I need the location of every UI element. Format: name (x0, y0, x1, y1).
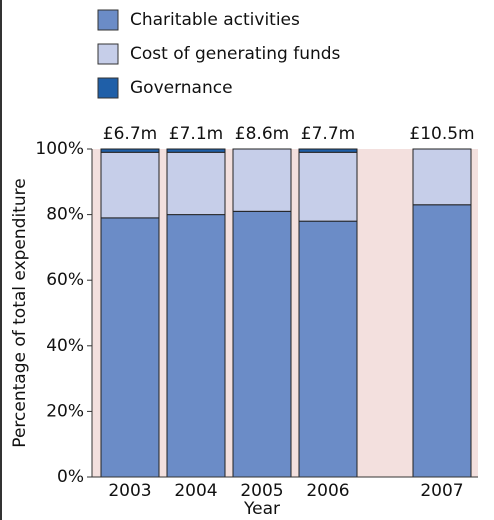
legend-label: Governance (130, 78, 233, 98)
y-tick-label: 80% (46, 205, 84, 225)
bar-segment (166, 214, 226, 478)
bar-annotation: £7.7m (301, 124, 355, 144)
bar-segment (298, 151, 358, 222)
y-tick-label: 40% (46, 336, 84, 356)
y-tick-label: 0% (57, 467, 84, 487)
x-axis-label: Year (243, 499, 280, 519)
bar-annotation: £8.6m (235, 124, 289, 144)
bar-segment (298, 220, 358, 478)
bar-annotation: £7.1m (169, 124, 223, 144)
bar-segment (412, 148, 472, 206)
bar-segment (100, 217, 160, 478)
y-tick-label: 20% (46, 401, 84, 421)
x-tick-label: 2007 (420, 481, 463, 501)
bar-annotation: £10.5m (409, 124, 474, 144)
bar-segment (166, 148, 226, 153)
legend-swatch (97, 9, 119, 31)
bar-segment (100, 151, 160, 219)
y-tick-label: 100% (35, 139, 84, 159)
bar-segment (232, 210, 292, 478)
bar-segment (100, 148, 160, 153)
x-tick-label: 2005 (240, 481, 283, 501)
bar-segment (412, 204, 472, 478)
x-tick-label: 2006 (306, 481, 349, 501)
legend-swatch (97, 77, 119, 99)
legend-label: Cost of generating funds (130, 44, 341, 64)
bar-segment (166, 151, 226, 216)
legend-swatch (97, 43, 119, 65)
bar-annotation: £6.7m (103, 124, 157, 144)
x-tick-label: 2003 (108, 481, 151, 501)
bar-segment (298, 148, 358, 153)
bar-segment (232, 148, 292, 212)
y-axis-label: Percentage of total expenditure (10, 178, 30, 447)
y-tick-label: 60% (46, 270, 84, 290)
x-tick-label: 2004 (174, 481, 217, 501)
legend-label: Charitable activities (130, 10, 300, 30)
